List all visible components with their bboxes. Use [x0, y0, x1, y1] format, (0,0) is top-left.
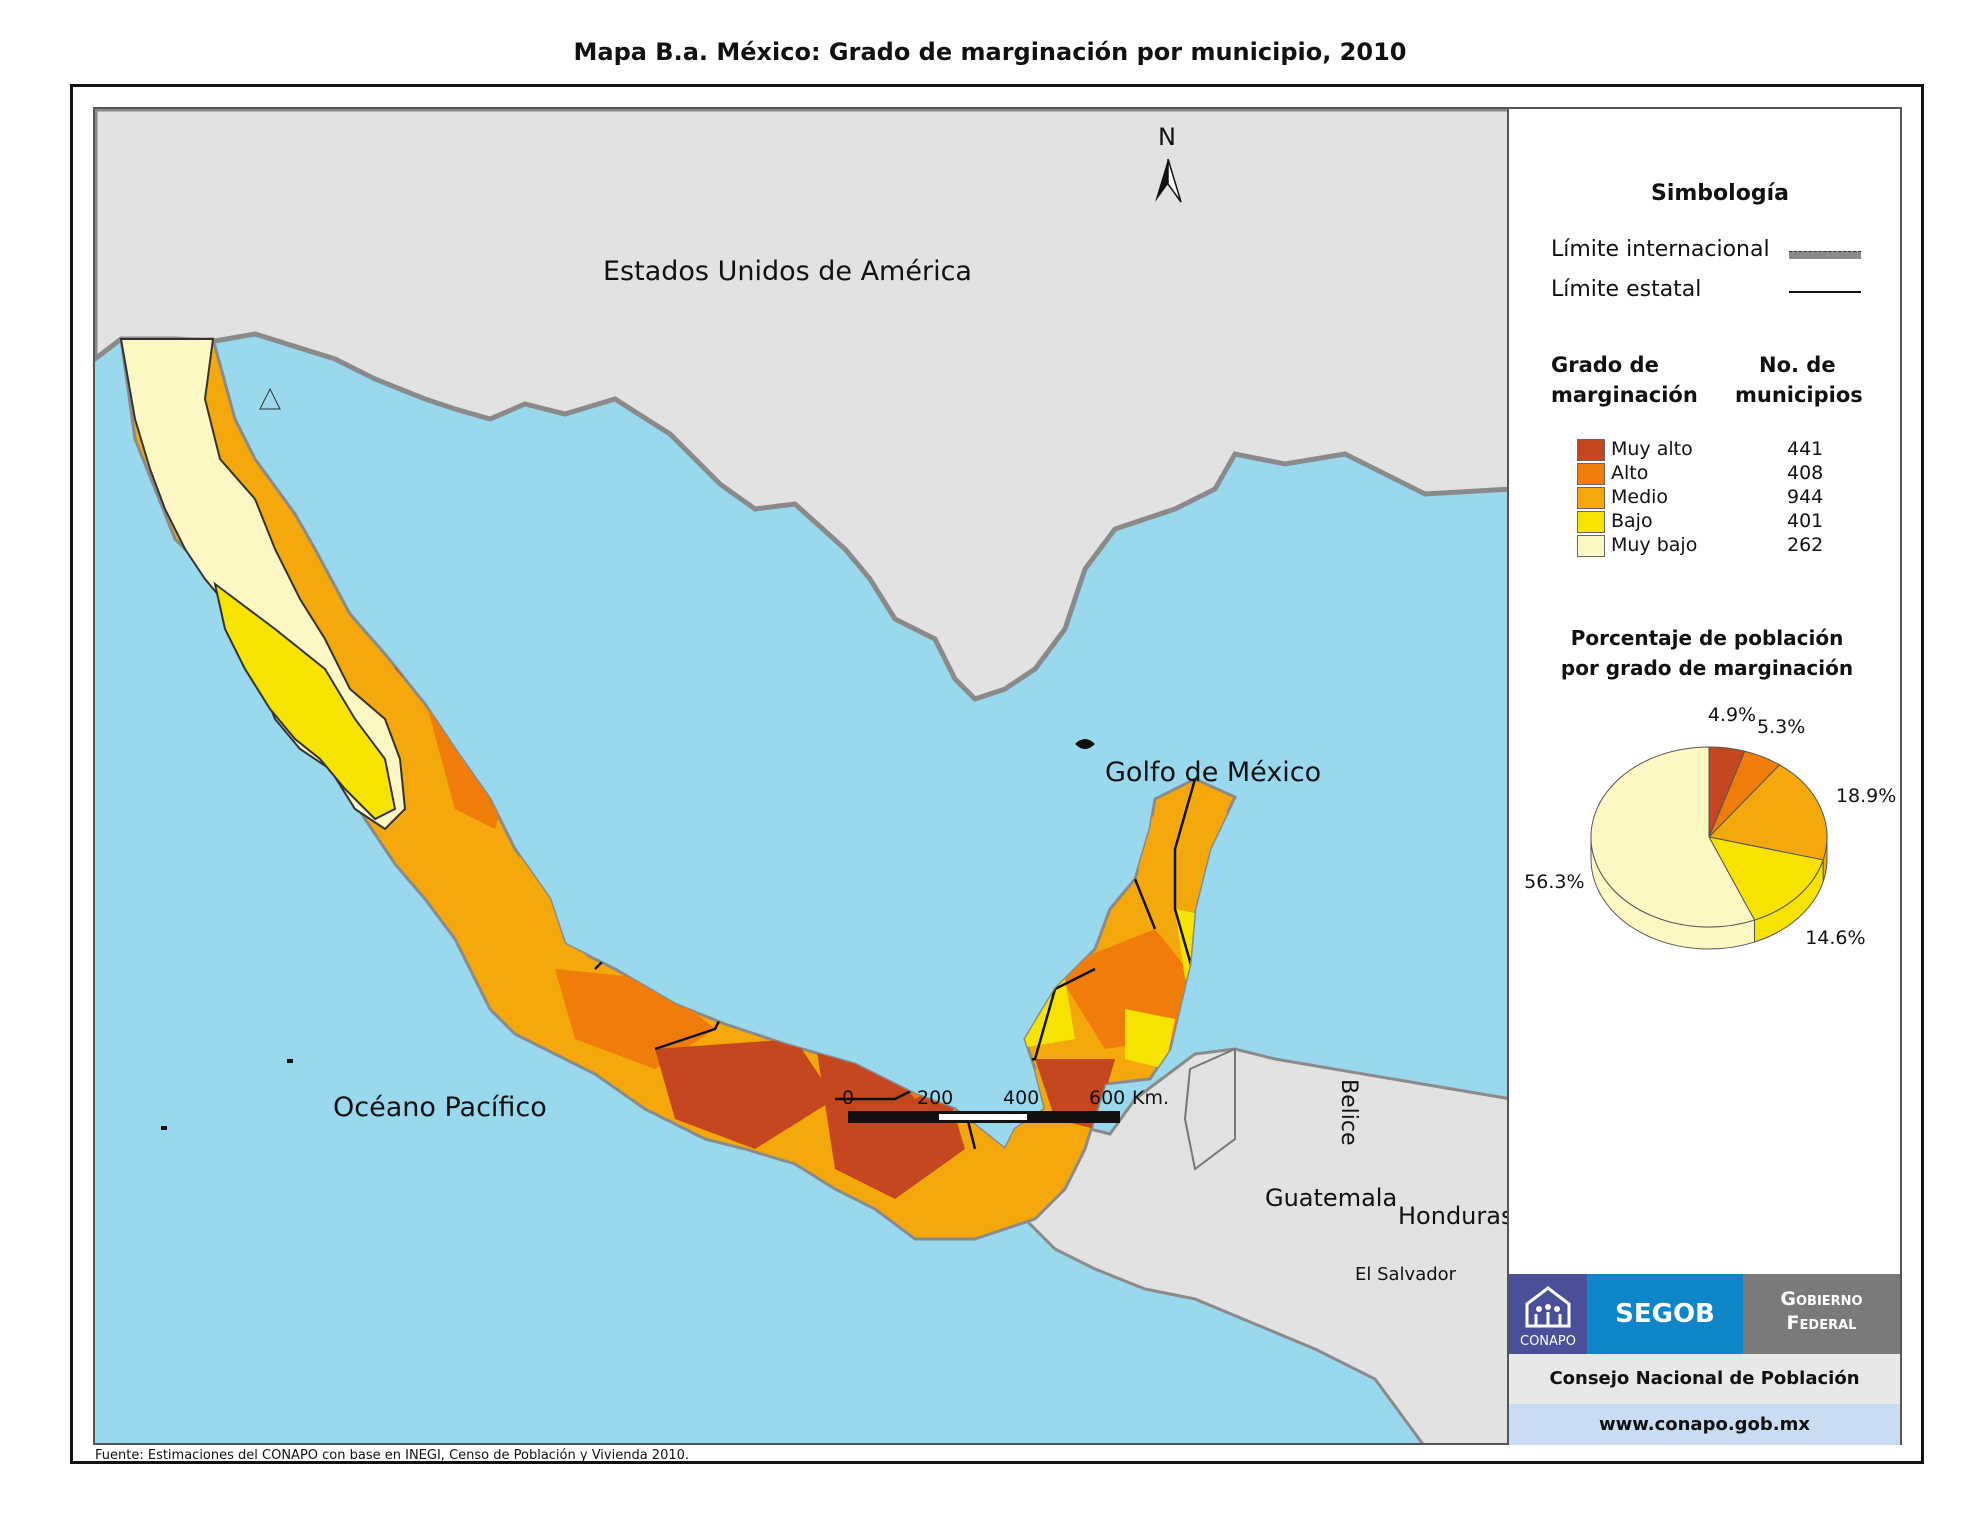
gobierno-text: Gobierno	[1780, 1288, 1863, 1310]
scale-bar	[848, 1111, 1120, 1123]
source-note: Fuente: Estimaciones del CONAPO con base…	[95, 1448, 690, 1463]
legend-state-limit-symbol	[1789, 291, 1861, 293]
legend-class-count: 441	[1787, 438, 1824, 460]
legend-class-label: Muy bajo	[1611, 534, 1698, 556]
legend-class-label: Muy alto	[1611, 438, 1693, 460]
legend-intl-limit-symbol	[1789, 251, 1861, 259]
segob-logo: SEGOB	[1587, 1274, 1743, 1354]
label-pacific: Océano Pacífico	[333, 1092, 547, 1123]
label-guatemala: Guatemala	[1265, 1184, 1398, 1212]
legend-count-header-1: No. de	[1759, 353, 1836, 377]
legend-swatch-3	[1577, 511, 1605, 533]
scale-tick-600: 600	[1089, 1087, 1126, 1109]
scale-tick-0: 0	[842, 1087, 855, 1109]
legend-class-count: 944	[1787, 486, 1824, 508]
label-belize: Belice	[1336, 1079, 1361, 1146]
council-name: Consejo Nacional de Población	[1509, 1354, 1900, 1404]
pie-label: 5.3%	[1756, 716, 1806, 739]
legend-class-label: Medio	[1611, 486, 1669, 508]
pie-label: 18.9%	[1835, 784, 1897, 807]
scale-unit: Km.	[1132, 1087, 1170, 1109]
legend-class-count: 408	[1787, 462, 1824, 484]
usa-land	[95, 109, 1507, 702]
label-honduras: Honduras	[1398, 1202, 1509, 1230]
legend-swatch-2	[1577, 487, 1605, 509]
legend-heading: Simbología	[1651, 181, 1789, 206]
conapo-house-icon	[1525, 1286, 1571, 1328]
legend-swatch-0	[1577, 439, 1605, 461]
pie-label: 56.3%	[1524, 870, 1585, 893]
legend-class-count: 262	[1787, 534, 1824, 556]
north-arrow-icon	[1155, 158, 1182, 203]
scale-tick-400: 400	[1003, 1087, 1040, 1109]
island	[1075, 739, 1095, 749]
outer-frame	[70, 84, 1924, 1464]
council-url[interactable]: www.conapo.gob.mx	[1509, 1404, 1900, 1445]
pie-slice-4	[1590, 746, 1756, 928]
conapo-logo-text: CONAPO	[1520, 1334, 1576, 1349]
island	[259, 387, 281, 410]
label-gulf: Golfo de México	[1105, 757, 1322, 788]
legend-state-limit-label: Límite estatal	[1551, 277, 1702, 302]
baja-california-sur	[213, 581, 397, 821]
pie-title: Porcentaje de población por grado de mar…	[1560, 626, 1854, 680]
legend-class-label: Bajo	[1611, 510, 1653, 532]
legend-panel: Simbología Límite internacional Límite e…	[1509, 107, 1902, 1445]
legend-count-header-2: municipios	[1735, 383, 1863, 407]
scale-tick-200: 200	[917, 1087, 954, 1109]
legend-swatch-4	[1577, 535, 1605, 557]
legend-class-label: Alto	[1611, 462, 1649, 484]
legend-grade-header-2: marginación	[1551, 383, 1698, 407]
pie-slice-2	[1707, 764, 1828, 861]
pie-chart	[1590, 746, 1828, 950]
map-area[interactable]: Estados Unidos de América Golfo de Méxic…	[93, 107, 1509, 1445]
belize-land	[1183, 1047, 1236, 1171]
legend-swatch-1	[1577, 463, 1605, 485]
island	[161, 1126, 167, 1130]
label-usa: Estados Unidos de América	[603, 256, 972, 287]
map-canvas	[95, 109, 1507, 1443]
pie-label: 4.9%	[1707, 704, 1757, 727]
map-title: Mapa B.a. México: Grado de marginación p…	[573, 38, 1407, 66]
legend-grade-header-1: Grado de	[1551, 353, 1659, 377]
pie-slice-3	[1708, 836, 1824, 921]
label-north: N	[1158, 123, 1176, 151]
pie-label: 14.6%	[1805, 927, 1866, 950]
conapo-logo: CONAPO	[1509, 1274, 1587, 1354]
island	[287, 1059, 293, 1063]
legend-intl-limit-label: Límite internacional	[1551, 237, 1770, 262]
gobierno-federal-logo: Gobierno Federal	[1743, 1274, 1900, 1354]
legend-class-count: 401	[1787, 510, 1824, 532]
label-el-salvador: El Salvador	[1355, 1264, 1457, 1285]
federal-text: Federal	[1786, 1312, 1857, 1334]
